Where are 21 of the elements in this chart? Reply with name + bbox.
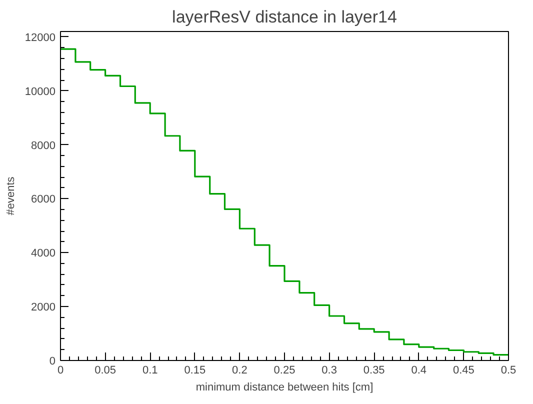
x-tick-label: 0.5: [500, 364, 516, 376]
x-tick-label: 0.1: [142, 364, 158, 376]
y-tick-label: 2000: [31, 302, 56, 314]
x-tick-label: 0.45: [452, 364, 474, 376]
x-tick-label: 0.2: [232, 364, 248, 376]
x-tick-label: 0.3: [322, 364, 337, 376]
y-tick-label: 12000: [24, 32, 56, 44]
y-tick-label: 4000: [31, 248, 56, 260]
y-tick-label: 10000: [24, 86, 56, 98]
chart-title: layerResV distance in layer14: [172, 8, 397, 26]
y-axis-title: #events: [4, 176, 17, 216]
y-tick-label: 8000: [31, 140, 56, 152]
x-tick-label: 0.05: [94, 364, 116, 376]
x-tick-label: 0.25: [274, 364, 296, 376]
x-tick-label: 0.15: [184, 364, 206, 376]
x-axis-title: minimum distance between hits [cm]: [196, 382, 374, 394]
x-tick-label: 0.4: [411, 364, 427, 376]
y-tick-label: 0: [49, 356, 56, 368]
y-tick-label: 6000: [31, 194, 56, 206]
x-tick-label: 0: [57, 364, 64, 376]
x-tick-label: 0.35: [363, 364, 385, 376]
